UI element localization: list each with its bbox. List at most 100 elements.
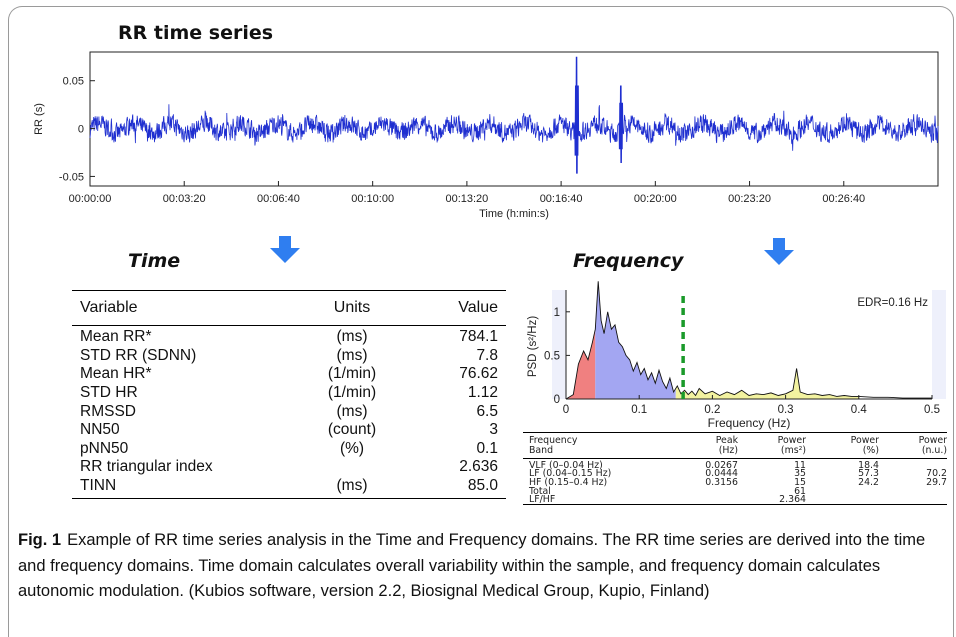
table-row: RR triangular index 2.636 xyxy=(72,458,506,477)
cell-value: 76.62 xyxy=(459,365,498,383)
freq-table-header: Frequency Band Peak (Hz) Power (ms²) Power(… xyxy=(523,432,947,459)
cell-power: 61 xyxy=(794,485,806,497)
cell-units: (1/min) xyxy=(327,384,377,402)
header-units: Units xyxy=(333,299,371,316)
table-row: NN50 (count) 3 xyxy=(72,421,506,440)
rr-y-tick-label: -0.05 xyxy=(59,171,84,183)
rr-title: RR time series xyxy=(118,22,274,44)
time-table-body: Mean RR* (ms) 784.1 STD RR (SDNN) (ms) 7.8 Mea… xyxy=(72,326,506,500)
cell-value: 85.0 xyxy=(467,477,498,495)
header-value: Value xyxy=(458,299,498,316)
down-arrow-icon xyxy=(270,236,300,263)
rr-x-tick-label: 00:10:00 xyxy=(351,193,394,205)
cell-peak: 0.0444 xyxy=(705,468,738,480)
header-power-pct: Power (%) xyxy=(806,435,879,456)
table-row: STD RR (SDNN) (ms) 7.8 xyxy=(72,347,506,366)
frequency-label: Frequency xyxy=(573,250,684,272)
cell-band: VLF (0–0.04 Hz) xyxy=(529,459,603,471)
cell-pct: 57.3 xyxy=(858,468,879,480)
header-variable: Variable xyxy=(80,299,138,316)
cell-band: Total xyxy=(529,485,551,497)
psd-x-tick-label: 0.5 xyxy=(924,404,940,416)
table-row: VLF (0–0.04 Hz) 0.0267 11 18.4 xyxy=(523,459,947,471)
cell-peak: 0.0267 xyxy=(705,459,738,471)
psd-annotation: EDR=0.16 Hz xyxy=(857,297,928,309)
header-power-nu-l2: (n.u.) xyxy=(921,444,947,456)
cell-nu: 70.2 xyxy=(926,468,947,480)
rr-y-tick-label: 0.05 xyxy=(63,76,84,88)
cell-variable: Mean RR* xyxy=(80,328,152,346)
cell-pct: 18.4 xyxy=(858,459,879,471)
table-row: RMSSD (ms) 6.5 xyxy=(72,402,506,421)
table-row: pNN50 (%) 0.1 xyxy=(72,440,506,459)
header-power-ms2: Power (ms²) xyxy=(738,434,806,456)
psd-x-tick-label: 0.3 xyxy=(778,404,794,416)
psd-x-tick-label: 0.2 xyxy=(704,404,720,416)
cell-variable: TINN xyxy=(80,477,117,495)
cell-units: (ms) xyxy=(336,477,368,495)
psd-y-tick-label: 1 xyxy=(554,307,560,319)
cell-units: (%) xyxy=(339,439,365,457)
header-band: Frequency Band xyxy=(523,434,668,456)
psd-band-vlf xyxy=(566,329,596,399)
table-row: LF/HF 2.364 xyxy=(523,494,947,506)
psd-x-tick-label: 0.4 xyxy=(851,404,868,416)
rr-x-tick-label: 00:06:40 xyxy=(257,193,300,205)
rr-y-axis-label: RR (s) xyxy=(33,103,45,135)
cell-value: 784.1 xyxy=(459,328,498,346)
figure-frame xyxy=(8,6,954,637)
caption-fig-label: Fig. 1 xyxy=(18,531,62,549)
header-power-nu: Power (n.u.) xyxy=(879,435,947,456)
cell-peak: 0.3156 xyxy=(705,476,738,488)
cell-power: 35 xyxy=(794,468,806,480)
rr-x-tick-label: 00:26:40 xyxy=(822,193,865,205)
header-peak-l2: (Hz) xyxy=(718,444,738,456)
cell-value: 3 xyxy=(489,421,498,439)
rr-x-tick-label: 00:00:00 xyxy=(69,193,112,205)
cell-variable: STD RR (SDNN) xyxy=(80,346,197,364)
table-row: LF (0.04–0.15 Hz) 0.0444 35 57.3 70.2 xyxy=(523,468,947,480)
rr-x-tick-label: 00:23:20 xyxy=(728,193,771,205)
caption-text: Example of RR time series analysis in th… xyxy=(18,531,926,600)
header-band-l1: Frequency xyxy=(529,434,578,446)
down-arrow-icon xyxy=(764,238,794,265)
rr-x-tick-label: 00:13:20 xyxy=(445,193,488,205)
cell-variable: NN50 xyxy=(80,421,120,439)
cell-band: LF (0.04–0.15 Hz) xyxy=(529,468,612,480)
psd-x-tick-label: 0 xyxy=(563,404,569,416)
header-peak-l1: Peak xyxy=(715,434,738,446)
header-power-ms2-l1: Power xyxy=(777,434,806,446)
cell-variable: RR triangular index xyxy=(80,458,213,476)
header-peak: Peak (Hz) xyxy=(668,434,738,456)
cell-pct: 24.2 xyxy=(858,476,879,488)
time-label: Time xyxy=(128,250,181,272)
cell-value: 2.636 xyxy=(459,458,498,476)
header-band-l2: Band xyxy=(529,444,554,456)
rr-x-tick-label: 00:03:20 xyxy=(163,193,206,205)
rr-y-tick-label: 0 xyxy=(78,124,84,136)
cell-value: 0.1 xyxy=(476,439,498,457)
rr-plot-area xyxy=(89,51,939,187)
table-row: Mean HR* (1/min) 76.62 xyxy=(72,365,506,384)
rr-x-tick-label: 00:20:00 xyxy=(634,193,677,205)
psd-y-axis-label: PSD (s²/Hz) xyxy=(527,316,539,378)
frequency-domain-table: Frequency Band Peak (Hz) Power (ms²) Power(… xyxy=(523,432,947,505)
table-row: Total 61 xyxy=(523,485,947,497)
table-row: HF (0.15–0.4 Hz) 0.3156 15 24.2 29.7 xyxy=(523,476,947,488)
time-domain-table: Variable Units Value Mean RR* (ms) 784.1 ST… xyxy=(72,290,506,500)
figure-caption: Fig. 1 Example of RR time series analysis… xyxy=(18,528,948,605)
psd-y-tick-label: 0.5 xyxy=(544,350,560,362)
cell-units: (count) xyxy=(327,421,377,439)
cell-variable: STD HR xyxy=(80,384,138,402)
psd-x-axis-label: Frequency (Hz) xyxy=(708,416,791,430)
cell-power: 11 xyxy=(794,459,806,471)
cell-nu: 29.7 xyxy=(926,476,947,488)
cell-power: 15 xyxy=(794,476,806,488)
rr-x-tick-label: 00:16:40 xyxy=(540,193,583,205)
cell-band: LF/HF xyxy=(529,494,556,506)
cell-value: 6.5 xyxy=(476,402,498,420)
cell-units: (ms) xyxy=(336,402,368,420)
freq-table-body: VLF (0–0.04 Hz) 0.0267 11 18.4 LF (0.04–0.15… xyxy=(523,459,947,505)
cell-variable: Mean HR* xyxy=(80,365,152,383)
